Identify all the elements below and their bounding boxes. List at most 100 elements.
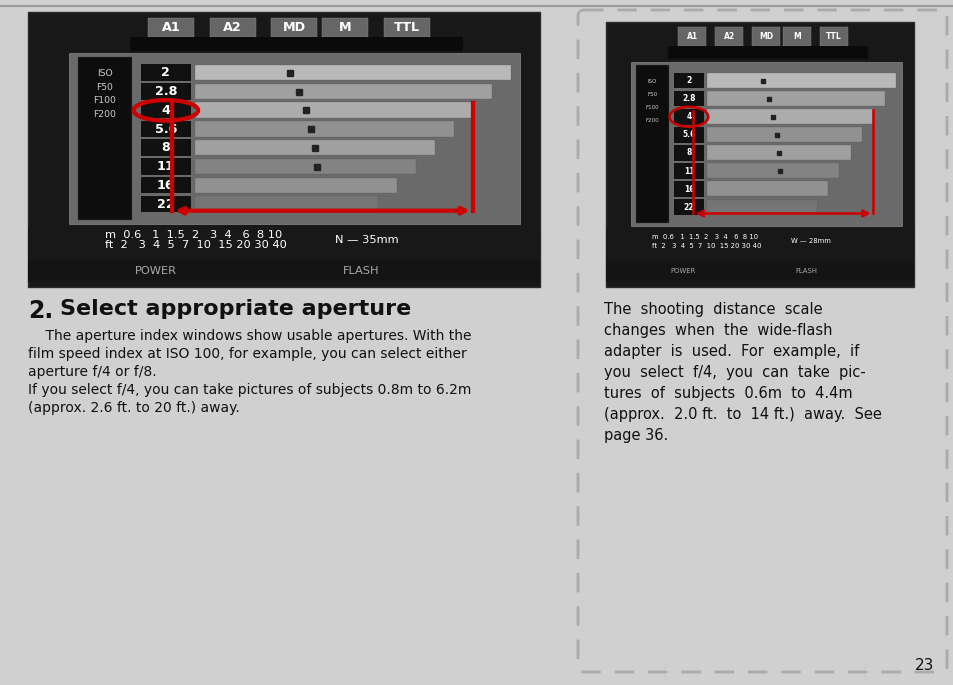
Bar (674, 163, 703, 179)
Text: F50: F50 (646, 92, 657, 97)
Text: A1: A1 (162, 21, 180, 34)
Text: 2.8: 2.8 (681, 95, 695, 103)
Bar (195, 140, 435, 155)
Text: F50: F50 (96, 83, 113, 92)
Bar (706, 91, 884, 106)
Bar (141, 102, 191, 119)
Text: F200: F200 (645, 119, 659, 123)
Bar (674, 127, 703, 142)
Text: MD: MD (282, 21, 306, 34)
Bar (706, 73, 895, 88)
Text: A2: A2 (223, 21, 242, 34)
Bar (195, 159, 416, 174)
Bar (383, 18, 430, 37)
Text: N — 35mm: N — 35mm (335, 235, 398, 245)
Text: The  shooting  distance  scale: The shooting distance scale (603, 302, 821, 317)
Text: 2: 2 (161, 66, 170, 79)
Text: A2: A2 (723, 32, 734, 41)
Text: W — 28mm: W — 28mm (790, 238, 830, 245)
Bar (674, 145, 703, 161)
Text: M: M (338, 21, 352, 34)
Text: The aperture index windows show usable apertures. With the: The aperture index windows show usable a… (28, 329, 471, 343)
Text: FLASH: FLASH (342, 266, 378, 275)
Text: 2.: 2. (28, 299, 53, 323)
Bar (678, 27, 705, 46)
Text: F100: F100 (645, 105, 659, 110)
Text: 11: 11 (683, 166, 694, 175)
Text: ISO: ISO (647, 79, 657, 84)
Bar (141, 140, 191, 156)
Bar (636, 65, 668, 223)
Bar (78, 57, 132, 221)
Bar (752, 27, 780, 46)
Bar (706, 164, 839, 178)
Text: (approx.  2.0 ft.  to  14 ft.)  away.  See: (approx. 2.0 ft. to 14 ft.) away. See (603, 407, 881, 422)
Text: ft  2   3  4  5  7  10  15 20 30 40: ft 2 3 4 5 7 10 15 20 30 40 (105, 240, 286, 249)
Bar (605, 22, 913, 287)
Text: you  select  f/4,  you  can  take  pic-: you select f/4, you can take pic- (603, 365, 864, 380)
Text: (approx. 2.6 ft. to 20 ft.) away.: (approx. 2.6 ft. to 20 ft.) away. (28, 401, 239, 415)
Text: M: M (792, 32, 800, 41)
Bar (706, 127, 862, 142)
Text: 22: 22 (683, 203, 694, 212)
Text: Select appropriate aperture: Select appropriate aperture (60, 299, 411, 319)
Bar (131, 37, 463, 51)
Bar (674, 199, 703, 215)
Bar (195, 121, 454, 136)
Bar (195, 177, 396, 193)
Bar (148, 18, 194, 37)
Text: F100: F100 (93, 97, 116, 105)
Text: F200: F200 (93, 110, 116, 119)
Bar (141, 177, 191, 193)
Text: MD: MD (759, 32, 773, 41)
Text: m  0.6   1  1.5  2   3  4   6  8 10: m 0.6 1 1.5 2 3 4 6 8 10 (105, 229, 282, 240)
Bar (706, 145, 850, 160)
Bar (271, 18, 317, 37)
Text: 4: 4 (685, 112, 691, 121)
Bar (674, 90, 703, 106)
Text: A1: A1 (686, 32, 697, 41)
Bar (195, 197, 377, 212)
Bar (706, 109, 873, 124)
Text: POWER: POWER (135, 266, 177, 275)
Text: 11: 11 (157, 160, 174, 173)
Bar (715, 27, 742, 46)
Bar (322, 18, 368, 37)
Bar (706, 182, 827, 197)
Text: POWER: POWER (670, 268, 695, 274)
Text: 22: 22 (157, 198, 174, 211)
Text: 23: 23 (914, 658, 933, 673)
Text: 8: 8 (685, 149, 691, 158)
Text: ISO: ISO (97, 69, 112, 78)
Bar (28, 227, 539, 260)
Bar (28, 260, 539, 282)
Text: film speed index at ISO 100, for example, you can select either: film speed index at ISO 100, for example… (28, 347, 466, 361)
Text: changes  when  the  wide-flash: changes when the wide-flash (603, 323, 832, 338)
Text: 5.6: 5.6 (154, 123, 177, 136)
Text: FLASH: FLASH (795, 268, 817, 274)
Bar (674, 73, 703, 88)
Bar (674, 181, 703, 197)
Bar (674, 109, 703, 125)
Bar (195, 84, 491, 99)
Bar (195, 65, 510, 80)
Bar (210, 18, 255, 37)
Bar (69, 53, 519, 224)
Bar (141, 121, 191, 137)
Text: If you select f/4, you can take pictures of subjects 0.8m to 6.2m: If you select f/4, you can take pictures… (28, 383, 471, 397)
Bar (605, 260, 913, 282)
Bar (28, 12, 539, 287)
Text: TTL: TTL (394, 21, 419, 34)
Bar (706, 199, 816, 214)
Bar (141, 196, 191, 212)
Bar (141, 83, 191, 100)
Text: TTL: TTL (825, 32, 841, 41)
Bar (667, 46, 867, 59)
Text: 2.8: 2.8 (154, 85, 177, 98)
Text: 4: 4 (161, 104, 171, 117)
Text: 16: 16 (157, 179, 174, 192)
Text: m  0.6   1  1.5  2   3  4   6  8 10: m 0.6 1 1.5 2 3 4 6 8 10 (652, 234, 758, 240)
Text: tures  of  subjects  0.6m  to  4.4m: tures of subjects 0.6m to 4.4m (603, 386, 852, 401)
Text: aperture f/4 or f/8.: aperture f/4 or f/8. (28, 365, 156, 379)
Bar (820, 27, 847, 46)
